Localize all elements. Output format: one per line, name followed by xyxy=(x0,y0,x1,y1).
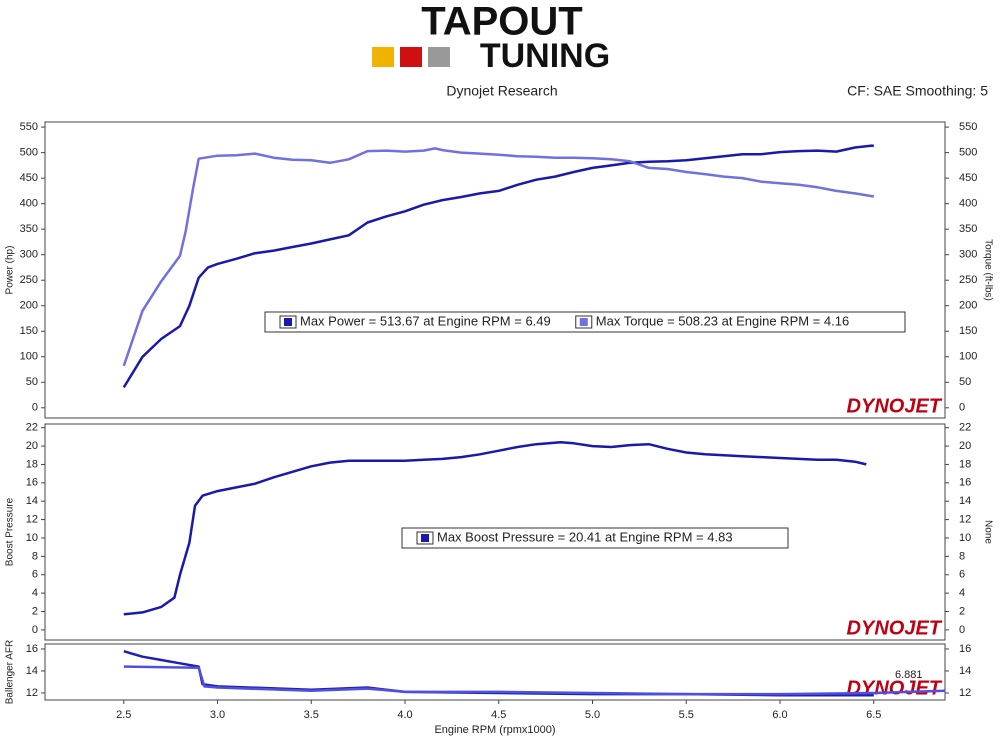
legend-swatch-fill xyxy=(284,318,292,326)
y-axis-title: Boost Pressure xyxy=(5,497,16,566)
y2-tick-label: 14 xyxy=(959,495,971,507)
y2-tick-label: 0 xyxy=(959,402,965,414)
y2-tick-label: 10 xyxy=(959,532,971,544)
plot-area xyxy=(44,423,946,641)
y-tick-label: 50 xyxy=(26,376,38,388)
logo-stripe xyxy=(372,47,394,67)
logo-stripe xyxy=(400,47,422,67)
y-tick-label: 14 xyxy=(26,495,38,507)
y-tick-label: 500 xyxy=(20,147,38,159)
watermark: DYNOJET xyxy=(847,617,943,639)
x-tick-label: 5.5 xyxy=(679,709,694,721)
y-tick-label: 100 xyxy=(20,351,38,363)
y2-tick-label: 200 xyxy=(959,300,977,312)
annotation: 6.881 xyxy=(895,669,923,681)
y2-tick-label: 12 xyxy=(959,513,971,525)
y-axis-title: Power (hp) xyxy=(5,246,16,295)
x-tick-label: 4.0 xyxy=(397,709,412,721)
y2-tick-label: 450 xyxy=(959,172,977,184)
y-tick-label: 10 xyxy=(26,532,38,544)
y2-axis-title: Torque (ft-lbs) xyxy=(982,239,993,301)
y2-tick-label: 16 xyxy=(959,477,971,489)
y-tick-label: 2 xyxy=(32,605,38,617)
y-tick-label: 150 xyxy=(20,325,38,337)
x-tick-label: 2.5 xyxy=(116,709,131,721)
y-tick-label: 22 xyxy=(26,422,38,434)
x-tick-label: 3.0 xyxy=(210,709,225,721)
y2-tick-label: 16 xyxy=(959,643,971,655)
y-tick-label: 550 xyxy=(20,121,38,133)
y2-tick-label: 6 xyxy=(959,569,965,581)
y2-tick-label: 400 xyxy=(959,198,977,210)
x-tick-label: 5.0 xyxy=(585,709,600,721)
y-tick-label: 300 xyxy=(20,249,38,261)
x-tick-label: 6.0 xyxy=(772,709,787,721)
y2-tick-label: 150 xyxy=(959,325,977,337)
y2-tick-label: 8 xyxy=(959,550,965,562)
y2-tick-label: 14 xyxy=(959,665,971,677)
y-tick-label: 0 xyxy=(32,624,38,636)
series-line xyxy=(123,665,946,696)
x-tick-label: 4.5 xyxy=(491,709,506,721)
y-tick-label: 0 xyxy=(32,402,38,414)
header-left: Dynojet Research xyxy=(446,83,557,99)
header-right: CF: SAE Smoothing: 5 xyxy=(847,83,988,99)
annotation-box xyxy=(401,527,789,549)
y2-tick-label: 250 xyxy=(959,274,977,286)
y2-tick-label: 12 xyxy=(959,687,971,699)
y-tick-label: 450 xyxy=(20,172,38,184)
series-line xyxy=(123,441,867,616)
logo-line1: TAPOUT xyxy=(421,0,582,44)
y-tick-label: 20 xyxy=(26,440,38,452)
y-tick-label: 14 xyxy=(26,665,38,677)
y-tick-label: 12 xyxy=(26,687,38,699)
y-tick-label: 18 xyxy=(26,458,38,470)
x-axis-title: Engine RPM (rpmx1000) xyxy=(434,724,555,736)
annotation: Max Torque = 508.23 at Engine RPM = 4.16 xyxy=(596,313,849,328)
y-tick-label: 16 xyxy=(26,477,38,489)
y2-tick-label: 500 xyxy=(959,147,977,159)
y-tick-label: 200 xyxy=(20,300,38,312)
y2-tick-label: 300 xyxy=(959,249,977,261)
y-tick-label: 400 xyxy=(20,198,38,210)
y2-tick-label: 22 xyxy=(959,422,971,434)
y-tick-label: 250 xyxy=(20,274,38,286)
y-tick-label: 8 xyxy=(32,550,38,562)
y2-tick-label: 2 xyxy=(959,605,965,617)
y2-axis-title: None xyxy=(982,520,993,544)
y2-tick-label: 50 xyxy=(959,376,971,388)
y-tick-label: 12 xyxy=(26,513,38,525)
y2-tick-label: 100 xyxy=(959,351,977,363)
y-tick-label: 16 xyxy=(26,643,38,655)
series-line xyxy=(122,147,875,367)
x-tick-label: 3.5 xyxy=(304,709,319,721)
watermark: DYNOJET xyxy=(847,395,943,417)
legend-swatch-fill xyxy=(579,318,588,326)
logo-stripe xyxy=(428,47,450,67)
y2-tick-label: 18 xyxy=(959,458,971,470)
x-tick-label: 6.5 xyxy=(866,709,881,721)
y-axis-title: Ballenger AFR xyxy=(5,640,16,704)
y2-tick-label: 550 xyxy=(959,121,977,133)
annotation: Max Power = 513.67 at Engine RPM = 6.49 xyxy=(300,313,551,328)
y-tick-label: 6 xyxy=(32,569,38,581)
series-line xyxy=(122,144,875,389)
y2-tick-label: 4 xyxy=(959,587,965,599)
logo-line2: TUNING xyxy=(480,37,610,75)
y2-tick-label: 20 xyxy=(959,440,971,452)
y-tick-label: 350 xyxy=(20,223,38,235)
plot-area xyxy=(44,643,946,701)
y2-tick-label: 350 xyxy=(959,223,977,235)
annotation: Max Boost Pressure = 20.41 at Engine RPM… xyxy=(437,529,733,544)
plot-area xyxy=(44,121,946,419)
legend-swatch-fill xyxy=(421,534,429,542)
y-tick-label: 4 xyxy=(32,587,38,599)
y2-tick-label: 0 xyxy=(959,624,965,636)
